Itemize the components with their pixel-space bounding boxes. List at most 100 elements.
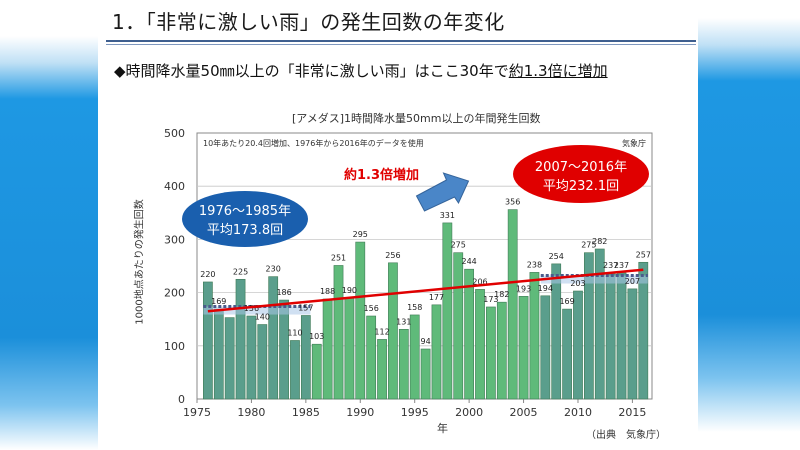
bar-value-label: 157 bbox=[298, 303, 313, 312]
bar-value-label: 295 bbox=[353, 230, 368, 239]
slide-title: 1．「非常に激しい雨」の発生回数の年変化 bbox=[112, 10, 505, 34]
summary-line: ◆時間降水量50㎜以上の「非常に激しい雨」はここ30年で約1.3倍に増加 bbox=[114, 60, 608, 81]
bar-value-label: 173 bbox=[483, 295, 498, 304]
period2-mean-label: 平均232.1回 bbox=[543, 179, 619, 194]
bar-value-label: 156 bbox=[364, 304, 379, 313]
bar-value-label: 230 bbox=[266, 265, 281, 274]
bar bbox=[605, 272, 616, 400]
bar bbox=[420, 348, 431, 400]
x-tick-label: 2010 bbox=[564, 406, 592, 419]
x-tick-label: 1975 bbox=[183, 406, 211, 419]
bar bbox=[638, 261, 649, 400]
bar bbox=[290, 340, 300, 400]
x-tick-label: 2015 bbox=[618, 406, 646, 419]
bar-value-label: 156 bbox=[244, 304, 259, 313]
x-tick-label: 2000 bbox=[455, 406, 483, 419]
bar bbox=[355, 241, 366, 400]
left-decoration bbox=[0, 0, 100, 450]
summary-emphasis: 約1.3倍に増加 bbox=[508, 62, 608, 80]
bar-value-label: 254 bbox=[549, 252, 564, 261]
bar bbox=[453, 252, 464, 400]
bar bbox=[431, 304, 442, 400]
bar bbox=[257, 324, 268, 400]
bar-value-label: 194 bbox=[538, 284, 553, 293]
bar-value-label: 257 bbox=[636, 250, 651, 259]
bar bbox=[507, 209, 518, 400]
bar-value-label: 331 bbox=[440, 211, 455, 220]
summary-text: 時間降水量50㎜以上の「非常に激しい雨」はここ30年で bbox=[125, 62, 509, 80]
bar-value-label: 158 bbox=[407, 303, 422, 312]
bar-value-label: 182 bbox=[494, 290, 509, 299]
bar-value-label: 206 bbox=[472, 277, 487, 286]
bar bbox=[486, 306, 496, 400]
bar bbox=[333, 265, 344, 400]
title-divider bbox=[106, 40, 696, 42]
bar bbox=[464, 268, 475, 400]
bar bbox=[344, 297, 355, 400]
bar bbox=[268, 276, 279, 400]
bar bbox=[551, 263, 562, 400]
bar bbox=[627, 288, 638, 400]
bar bbox=[388, 262, 398, 400]
increase-arrow-icon bbox=[415, 172, 470, 212]
bar-value-label: 140 bbox=[255, 313, 270, 322]
y-tick-label: 500 bbox=[164, 127, 185, 140]
source-note: （出典 気象庁） bbox=[586, 430, 666, 441]
chart-title: [アメダス]1時間降水量50mm以上の年間発生回数 bbox=[292, 112, 541, 125]
bar-value-label: 275 bbox=[451, 241, 466, 250]
bar-value-label: 112 bbox=[374, 327, 389, 336]
bullet-icon: ◆ bbox=[114, 62, 126, 80]
bar-value-label: 244 bbox=[461, 257, 476, 266]
bar-value-label: 207 bbox=[625, 277, 640, 286]
period-mean-band bbox=[203, 306, 311, 315]
bar-value-label: 356 bbox=[505, 198, 520, 207]
bar bbox=[322, 298, 333, 400]
period2-callout bbox=[513, 145, 649, 203]
bar-value-label: 103 bbox=[309, 332, 324, 341]
y-tick-label: 100 bbox=[164, 340, 185, 353]
chart-agency: 気象庁 bbox=[622, 138, 646, 148]
bar-value-label: 169 bbox=[559, 297, 574, 306]
period-mean-band bbox=[540, 275, 648, 284]
bar-value-label: 110 bbox=[287, 328, 302, 337]
bar-value-label: 186 bbox=[276, 288, 291, 297]
bar bbox=[409, 314, 420, 400]
bar-value-label: 220 bbox=[200, 270, 215, 279]
period1-label: 1976～1985年 bbox=[199, 204, 291, 219]
bar bbox=[224, 317, 235, 400]
bar bbox=[529, 272, 540, 400]
bar-value-label: 203 bbox=[570, 279, 585, 288]
x-tick-label: 1990 bbox=[346, 406, 374, 419]
bar bbox=[203, 281, 213, 400]
bar bbox=[398, 329, 409, 400]
right-decoration bbox=[680, 0, 800, 450]
x-tick-label: 2005 bbox=[510, 406, 538, 419]
y-tick-label: 400 bbox=[164, 180, 185, 193]
bar bbox=[279, 299, 289, 400]
bar bbox=[594, 248, 605, 400]
bar bbox=[518, 296, 529, 400]
trend-line bbox=[207, 268, 644, 313]
bar-value-label: 237 bbox=[614, 261, 629, 270]
bar-value-label: 256 bbox=[385, 251, 400, 260]
bar-value-label: 251 bbox=[331, 253, 346, 262]
period1-mean-label: 平均173.8回 bbox=[207, 223, 283, 238]
bar-value-label: 169 bbox=[211, 297, 226, 306]
title-divider-thin bbox=[106, 44, 696, 45]
bar bbox=[583, 252, 594, 400]
bar-value-label: 225 bbox=[233, 267, 248, 276]
bar bbox=[377, 339, 387, 400]
bar-value-label: 188 bbox=[320, 287, 335, 296]
x-tick-label: 1985 bbox=[292, 406, 320, 419]
bar bbox=[311, 343, 322, 400]
chart-note: 10年あたり20.4回増加、1976年から2016年のデータを使用 bbox=[203, 138, 424, 148]
bar-value-label: 193 bbox=[516, 284, 531, 293]
period2-label: 2007～2016年 bbox=[535, 160, 627, 175]
y-tick-label: 300 bbox=[164, 233, 185, 246]
period1-callout bbox=[182, 191, 308, 247]
bar bbox=[562, 308, 572, 400]
bar bbox=[616, 272, 627, 400]
x-axis-title: 年 bbox=[437, 422, 448, 435]
bar-value-label: 177 bbox=[429, 293, 444, 302]
